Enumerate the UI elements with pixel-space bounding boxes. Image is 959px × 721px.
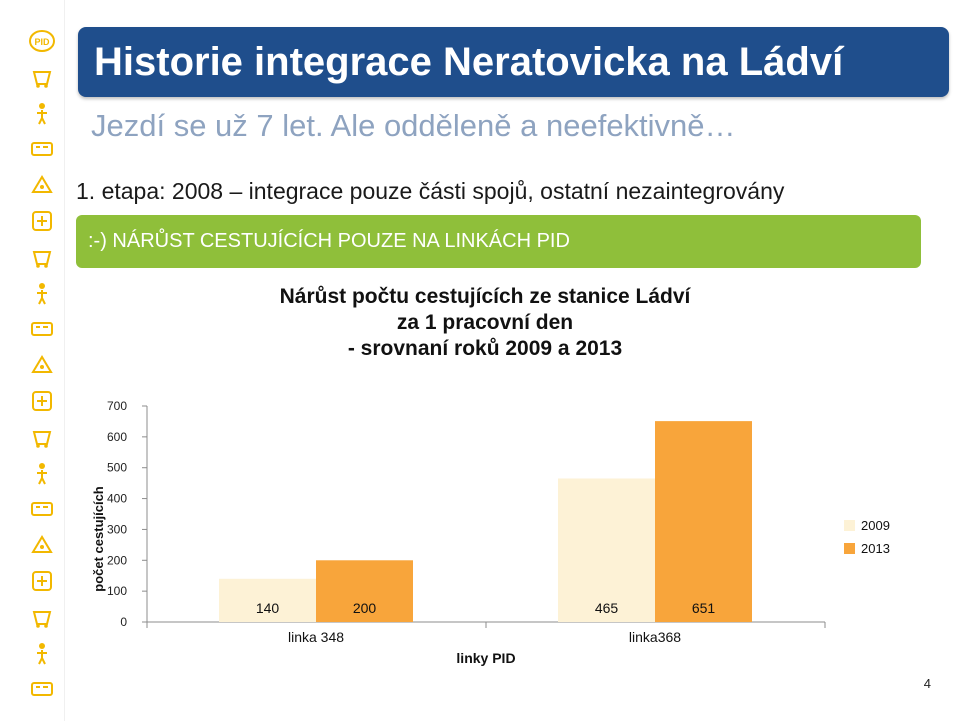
stroller-icon	[29, 568, 55, 594]
tram-icon	[29, 100, 55, 126]
chart-title: Nárůst počtu cestujících ze stanice Ládv…	[245, 284, 725, 362]
phone-icon	[29, 388, 55, 414]
pid-logo-icon: PID	[29, 28, 55, 54]
person-icon	[29, 244, 55, 270]
y-tick-label: 700	[107, 399, 127, 413]
page-title: Historie integrace Neratovicka na Ládví	[94, 40, 844, 84]
highlight-text: :-) NÁRŮST CESTUJÍCÍCH POUZE NA LINKÁCH …	[88, 230, 570, 252]
x-axis-title: linky PID	[456, 650, 515, 666]
chart-title-line-3: - srovnaní roků 2009 a 2013	[347, 337, 623, 360]
data-label: 140	[256, 600, 280, 616]
y-tick-label: 0	[120, 615, 127, 629]
y-tick-label: 500	[107, 461, 127, 475]
bar-2009-1	[219, 578, 316, 622]
bar-2013-2	[655, 421, 752, 622]
wheelchair-icon	[29, 424, 55, 450]
y-axis-title: počet cestujících	[91, 486, 106, 592]
ferry-icon	[29, 208, 55, 234]
bus-icon	[29, 136, 55, 162]
plane-icon	[29, 532, 55, 558]
bar-2013-1	[316, 560, 413, 622]
stage-line: 1. etapa: 2008 – integrace pouze části s…	[76, 178, 785, 204]
subtitle: Jezdí se už 7 let. Ale odděleně a neefek…	[91, 108, 736, 143]
chart-title-line-2: za 1 pracovní den	[396, 311, 574, 334]
title-bar: Historie integrace Neratovicka na Ládví	[78, 27, 949, 97]
ticket-icon	[29, 316, 55, 342]
y-tick-label: 300	[107, 522, 127, 536]
svg-text:PID: PID	[34, 37, 50, 47]
metro-icon	[29, 172, 55, 198]
legend-swatch-2013	[844, 543, 855, 554]
dog-icon	[29, 640, 55, 666]
timetable-icon	[29, 352, 55, 378]
icon-rail: PID	[0, 0, 65, 721]
data-label: 465	[595, 600, 619, 616]
page-number: 4	[923, 676, 931, 691]
bar-2009-2	[558, 478, 655, 622]
legend-label-2013: 2013	[861, 541, 890, 556]
station-icon	[29, 280, 55, 306]
chart-title-line-1: Nárůst počtu cestujících ze stanice Ládv…	[279, 285, 691, 308]
category-label: linka 348	[288, 629, 344, 645]
legend-label-2009: 2009	[861, 518, 890, 533]
y-tick-label: 100	[107, 584, 127, 598]
y-tick-label: 200	[107, 553, 127, 567]
footprints-icon	[29, 676, 55, 702]
highlight-box: :-) NÁRŮST CESTUJÍCÍCH POUZE NA LINKÁCH …	[76, 215, 921, 268]
bicycle-icon	[29, 604, 55, 630]
train-icon	[29, 64, 55, 90]
category-label: linka368	[629, 629, 681, 645]
family-icon	[29, 460, 55, 486]
y-tick-label: 400	[107, 492, 127, 506]
y-tick-label: 600	[107, 430, 127, 444]
legend-swatch-2009	[844, 520, 855, 531]
data-label: 651	[692, 600, 716, 616]
escalator-icon	[29, 496, 55, 522]
data-label: 200	[353, 600, 377, 616]
